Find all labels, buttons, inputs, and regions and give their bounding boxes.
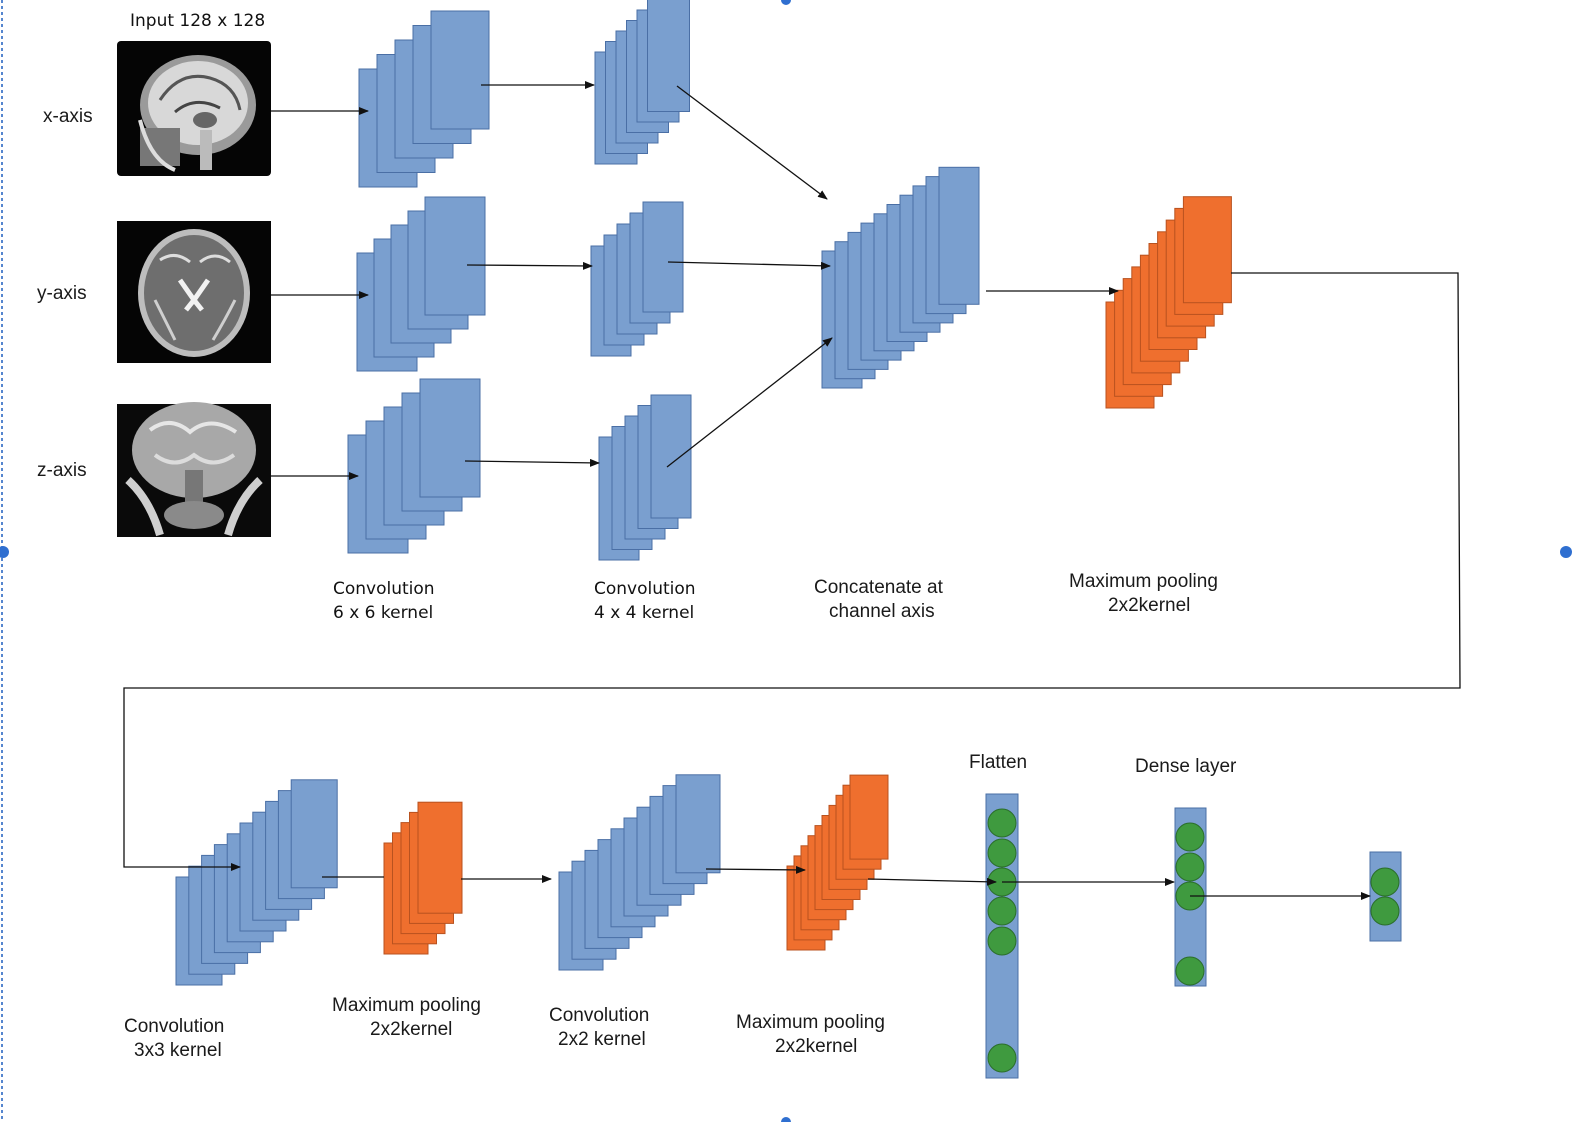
mri-coronal-image [117,402,271,537]
arrow-y-conv2-to-concat [667,261,831,270]
pool3-label-line2: 2x2kernel [775,1036,857,1057]
pool1-block [1182,196,1232,304]
dense-neuron [1175,822,1205,852]
y-axis-label: y-axis [37,283,87,304]
concat-label-line1: Concatenate at [814,577,944,598]
pool2-block [417,801,463,914]
conv1-z-block [419,378,481,498]
conv4-block [675,774,721,874]
output-neuron [1370,867,1400,897]
concat-block [938,166,980,305]
pool3-block [849,774,889,860]
flatten-neuron [987,926,1017,956]
flatten-neuron [987,838,1017,868]
arrow-z-conv1-to-conv2 [464,458,600,467]
conv3-block [290,779,338,889]
mri-sagittal-image [117,41,271,176]
flatten-neuron [987,1043,1017,1073]
conv2-x-block [647,0,690,112]
conv1-label-line2: 6 x 6 kernel [333,603,433,623]
frame-handle-bottom[interactable] [781,1117,791,1122]
z-axis-label: z-axis [37,460,87,481]
conv4-label-line2: 2x2 kernel [558,1029,646,1050]
conv1-label-line1: Convolution [333,579,435,599]
conv2-z-block [650,394,692,519]
conv1-x-block [430,10,490,130]
dense-label: Dense layer [1135,756,1237,777]
flatten-label: Flatten [969,752,1027,773]
arrow-conv4-to-pool3 [705,865,806,874]
concat-label-line2: channel axis [829,601,935,622]
connectors [123,81,1461,900]
pool2-label-line2: 2x2kernel [370,1019,452,1040]
pool3-label-line1: Maximum pooling [736,1012,885,1033]
frame-handle-top[interactable] [781,0,791,5]
arrow-pool3-to-flatten [867,877,997,886]
pool1-label-line1: Maximum pooling [1069,571,1218,592]
conv2-label-line1: Convolution [594,579,696,599]
conv1-y-block [424,196,486,316]
output-column [1369,851,1402,942]
arrow-z-conv2-to-concat [666,337,833,468]
arrow-y-conv1-to-conv2 [466,261,593,270]
frame-handle-right[interactable] [1560,546,1572,558]
arrow-x-conv2-to-concat [676,85,828,200]
conv4-label-line1: Convolution [549,1005,649,1026]
x-axis-label: x-axis [43,106,93,127]
conv2-label-line2: 4 x 4 kernel [594,603,694,623]
input-title: Input 128 x 128 [130,11,265,31]
output-neuron [1370,896,1400,926]
conv3-label-line1: Convolution [124,1016,224,1037]
flatten-neuron [987,808,1017,838]
layer-stacks [175,0,1402,1079]
mri-axial-image [117,221,271,363]
connector-pool1-to-conv3 [123,272,1461,871]
pool2-label-line1: Maximum pooling [332,995,481,1016]
flatten-neuron [987,896,1017,926]
conv3-label-line2: 3x3 kernel [134,1040,222,1061]
frame-handle-left[interactable] [0,546,9,558]
conv2-y-block [642,201,684,313]
dense-neuron [1175,956,1205,986]
pool1-label-line2: 2x2kernel [1108,595,1190,616]
dense-neuron [1175,852,1205,882]
